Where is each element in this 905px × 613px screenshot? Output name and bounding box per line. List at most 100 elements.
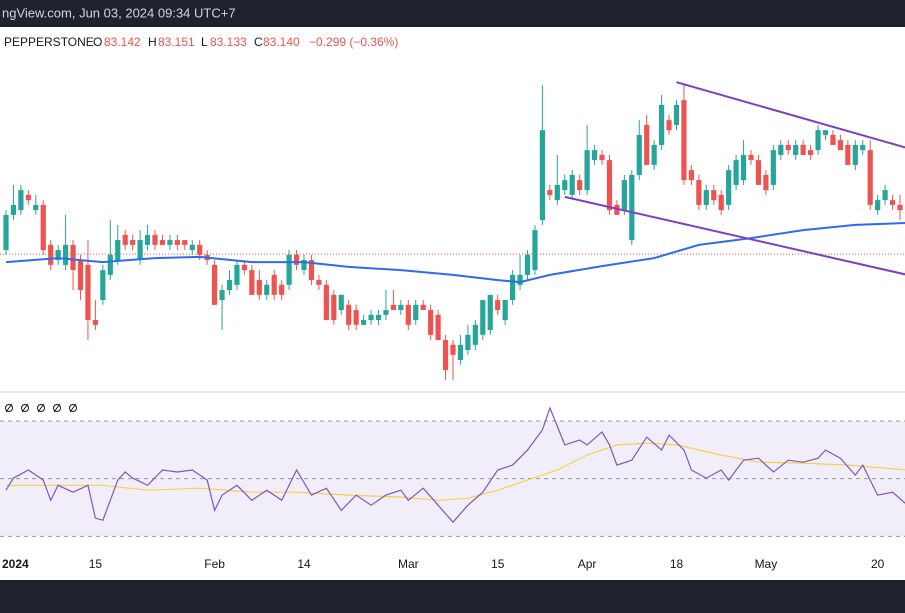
- candle-body: [226, 280, 233, 291]
- candle-body: [696, 180, 702, 205]
- candle-body: [733, 160, 739, 185]
- legend-value: 83.151: [158, 35, 195, 49]
- candle-body: [331, 294, 337, 321]
- x-tick-label: 20: [871, 557, 885, 571]
- candle-body: [539, 130, 545, 221]
- candle-body: [85, 264, 91, 321]
- candle-body: [837, 140, 843, 151]
- candle-body: [480, 300, 486, 335]
- candle-body: [681, 100, 687, 181]
- x-tick-label: 18: [670, 557, 684, 571]
- candle-body: [301, 260, 307, 271]
- candle-body: [420, 304, 426, 311]
- candle-body: [77, 260, 84, 291]
- candle-body: [279, 284, 285, 295]
- candle-body: [442, 340, 449, 371]
- candle-body: [152, 234, 158, 245]
- candle-body: [63, 244, 69, 265]
- candle-body: [532, 230, 538, 271]
- candle-body: [40, 204, 46, 251]
- candle-body: [383, 310, 389, 315]
- legend-value: 83.140: [263, 35, 300, 49]
- candle-body: [375, 314, 382, 321]
- candle-body: [234, 264, 240, 285]
- candle-body: [562, 180, 568, 191]
- candle-body: [100, 270, 106, 301]
- candle-body: [249, 270, 255, 295]
- candle-body: [629, 174, 635, 241]
- candle-body: [33, 204, 39, 211]
- candle-body: [822, 130, 829, 135]
- candle-body: [405, 304, 411, 325]
- candle-body: [167, 240, 173, 245]
- candle-body: [197, 244, 203, 255]
- header-text: ngView.com, Jun 03, 2024 09:34 UTC+7: [2, 5, 236, 20]
- legend-label: C: [254, 35, 263, 49]
- x-tick-label: 15: [89, 557, 103, 571]
- candle-body: [815, 130, 821, 151]
- candle-body: [212, 264, 218, 305]
- candle-body: [457, 344, 464, 361]
- rsi-ma-line: [6, 442, 905, 501]
- candle-body: [889, 200, 896, 205]
- candle-body: [793, 144, 799, 155]
- candle-body: [390, 304, 396, 311]
- rsi-icons: [5, 403, 77, 413]
- candle-body: [144, 234, 151, 245]
- candle-body: [70, 244, 76, 271]
- candle-body: [875, 200, 881, 211]
- candle-body: [308, 260, 315, 281]
- candle-body: [219, 290, 225, 301]
- candle-body: [316, 280, 322, 285]
- candle-body: [659, 104, 665, 145]
- candle-body: [830, 134, 836, 145]
- candle-body: [770, 150, 776, 185]
- candle-body: [353, 310, 359, 325]
- candle-body: [368, 314, 374, 321]
- candle-body: [338, 294, 344, 311]
- x-tick-label: 2024: [2, 557, 29, 571]
- candle-body: [577, 180, 583, 191]
- x-tick-label: Apr: [578, 557, 597, 571]
- candle-body: [510, 274, 516, 301]
- candle-body: [286, 254, 292, 285]
- candle-body: [599, 154, 605, 161]
- candle-body: [428, 310, 434, 335]
- candle-body: [472, 324, 478, 345]
- candle-body: [606, 160, 613, 211]
- candle-body: [644, 124, 650, 165]
- candle-body: [785, 144, 791, 151]
- candle-body: [465, 334, 471, 351]
- candle-body: [361, 320, 367, 325]
- legend-change: −0.299 (−0.36%): [309, 35, 398, 49]
- candle-body: [435, 314, 441, 341]
- candle-body: [867, 150, 873, 205]
- candle-body: [614, 204, 620, 215]
- candle-body: [800, 144, 806, 155]
- x-tick-label: 15: [491, 557, 505, 571]
- candle-body: [271, 274, 277, 295]
- trend-line: [564, 195, 905, 276]
- candle-body: [137, 240, 143, 261]
- candle-body: [264, 284, 270, 295]
- candle-body: [256, 280, 262, 295]
- x-tick-label: 14: [297, 557, 311, 571]
- candle-body: [502, 300, 508, 321]
- candle-body: [726, 170, 732, 205]
- candle-body: [688, 170, 694, 181]
- candle-body: [487, 294, 493, 331]
- candle-body: [591, 150, 598, 161]
- candle-body: [808, 150, 814, 155]
- candle-body: [673, 104, 680, 125]
- candle-body: [450, 344, 456, 355]
- candle-body: [3, 214, 9, 251]
- candle-body: [748, 154, 754, 161]
- candle-body: [241, 264, 247, 271]
- candle-body: [18, 190, 24, 211]
- candle-body: [48, 244, 54, 265]
- candle-body: [115, 240, 121, 261]
- candle-body: [547, 190, 553, 195]
- x-tick-label: May: [755, 557, 778, 571]
- candle-body: [92, 320, 98, 325]
- candle-body: [174, 240, 180, 245]
